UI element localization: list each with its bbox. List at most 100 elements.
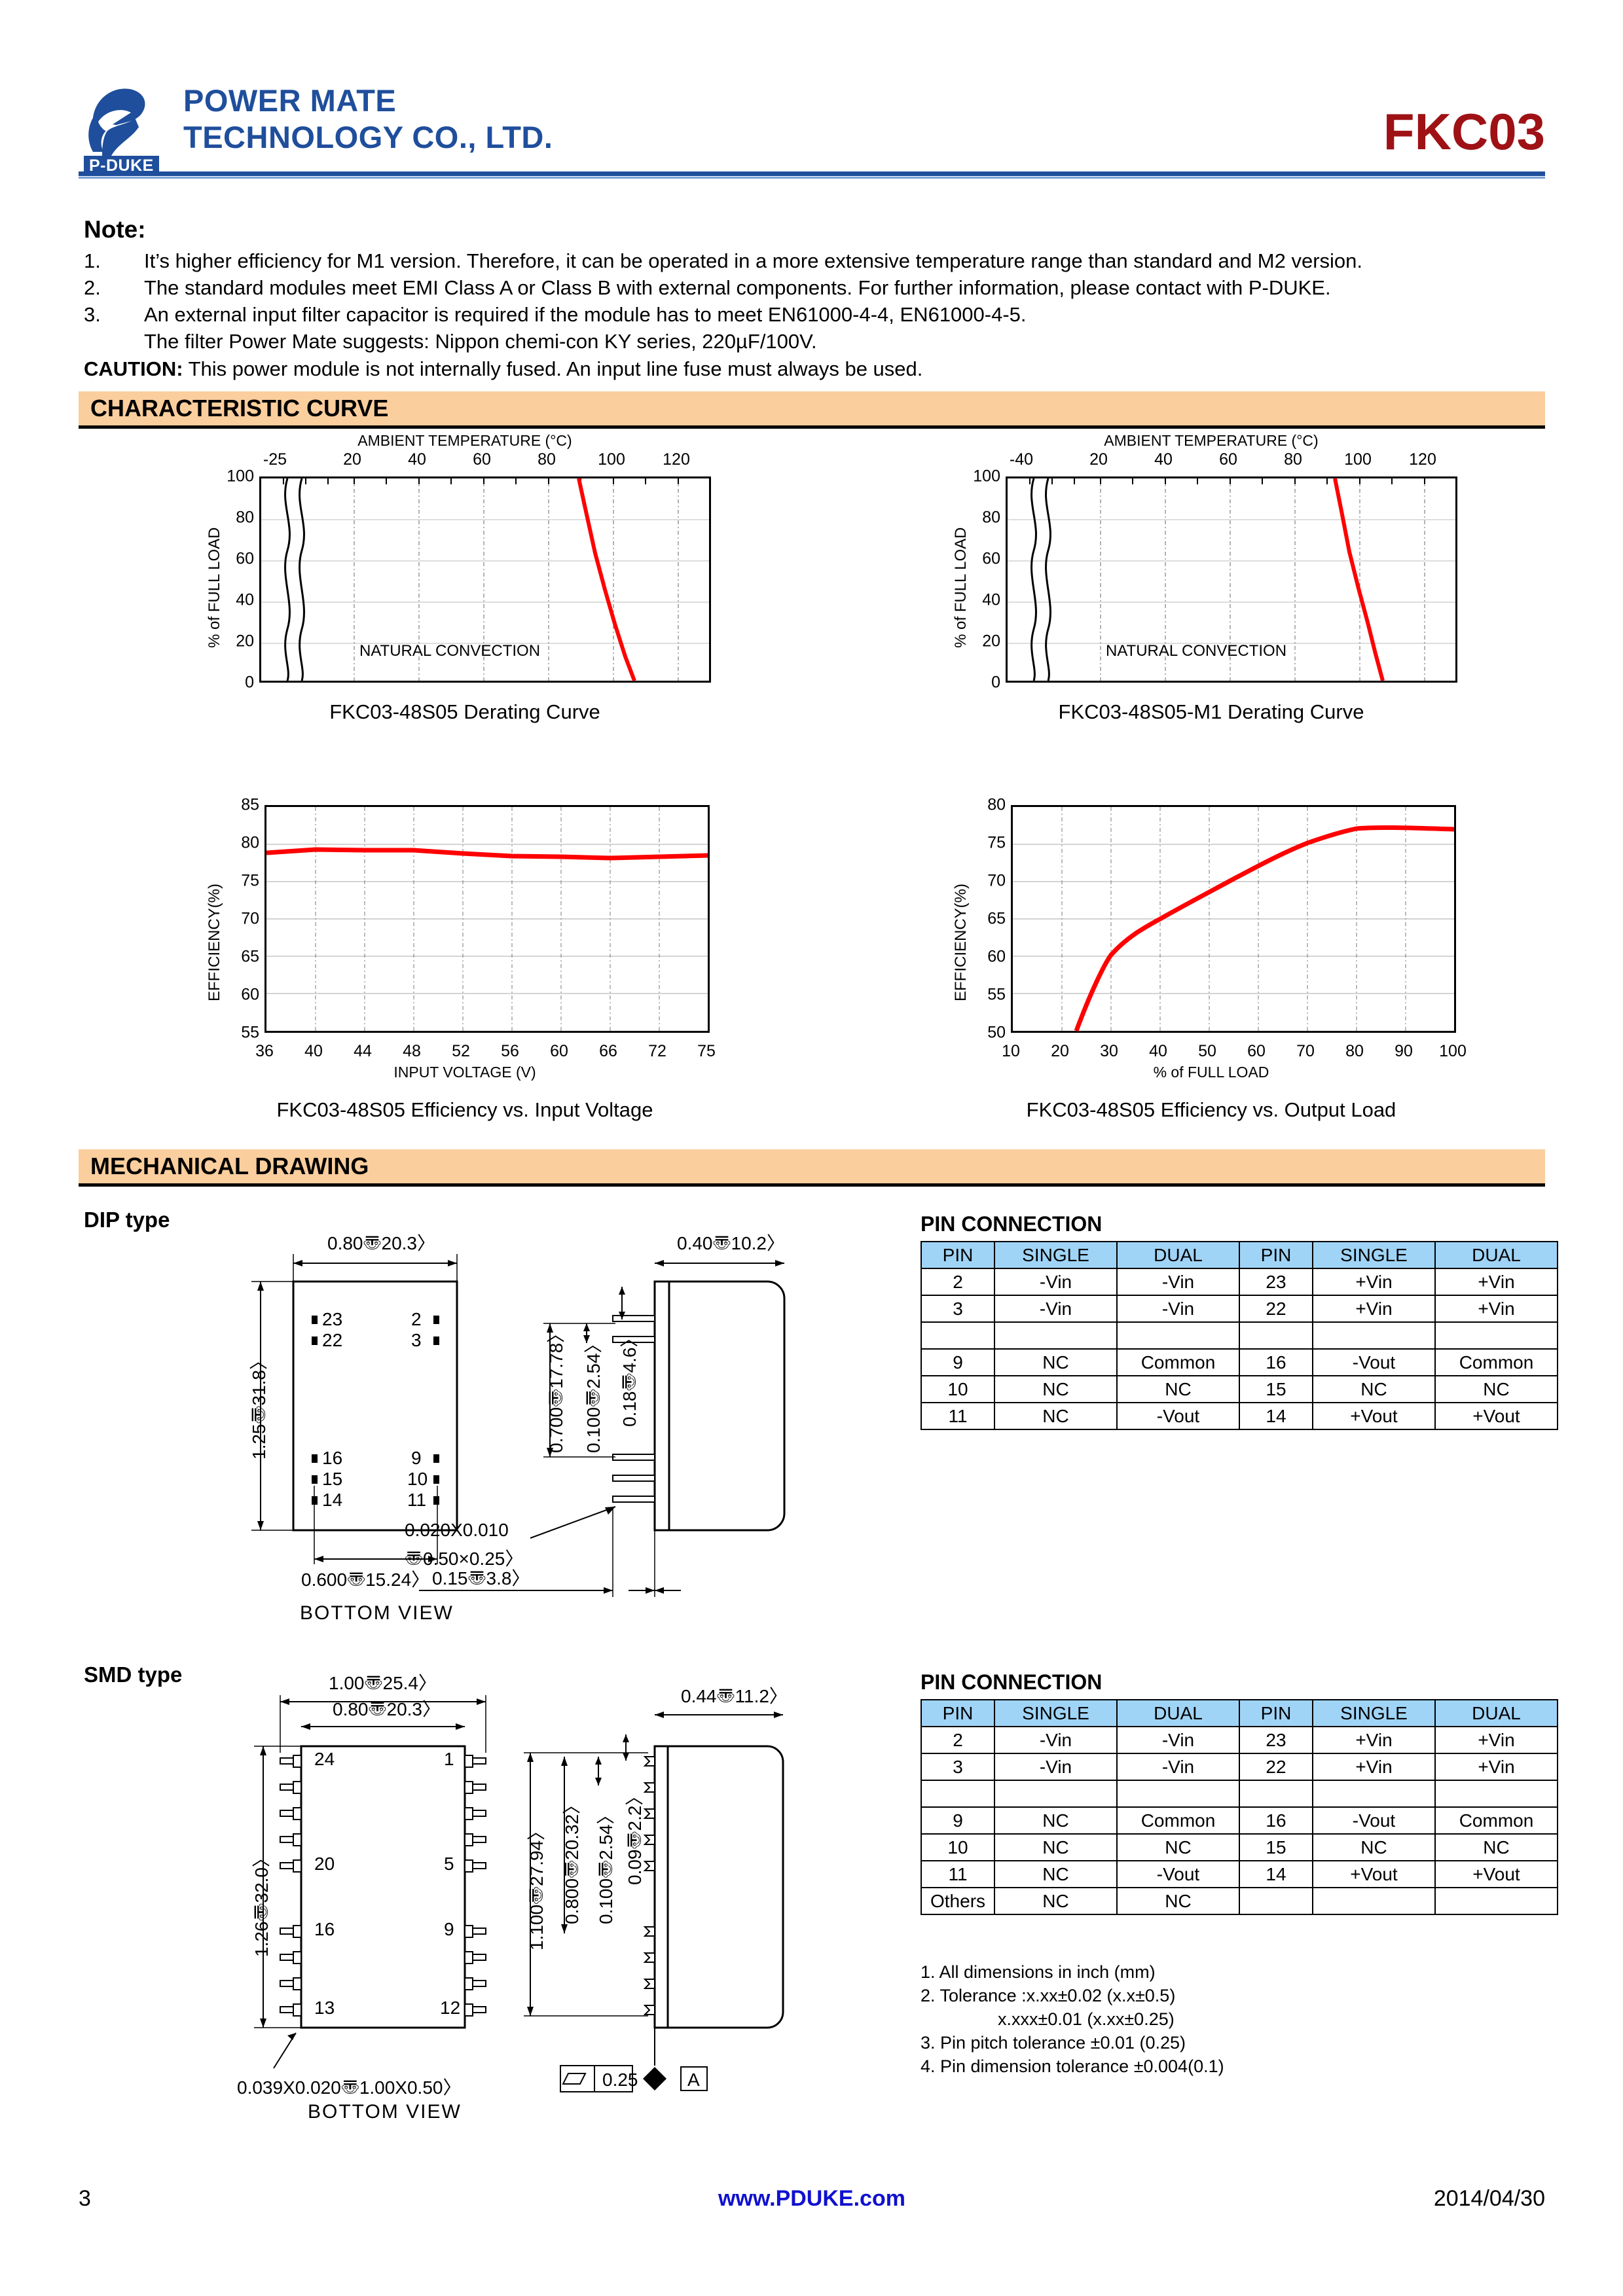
table-row-spacer	[921, 1780, 1558, 1808]
y-tick: 80	[241, 833, 259, 852]
smd-pin-connection-table: PIN SINGLE DUAL PIN SINGLE DUAL 2 -Vin -…	[921, 1699, 1558, 1915]
x-tick: 20	[1089, 450, 1108, 469]
y-tick: 100	[973, 467, 1000, 486]
table-row: 3 -Vin -Vin 22 +Vin +Vin	[921, 1295, 1558, 1323]
cell-single: +Vin	[1312, 1726, 1436, 1754]
website-link[interactable]: www.PDUKE.com	[718, 2186, 905, 2211]
smd-side-width-dimension: 0.44〠11.2〉	[681, 1686, 788, 1706]
x-tick: 100	[598, 450, 625, 469]
cell-dual: -Vin	[1116, 1726, 1240, 1754]
cell-single: NC	[1312, 1375, 1436, 1403]
note-number: 2.	[84, 276, 101, 299]
chart-caption: FKC03-48S05-M1 Derating Curve	[1058, 700, 1364, 723]
cell-pin: 14	[1239, 1402, 1313, 1430]
chart-derating-standard: AMBIENT TEMPERATURE (°C) -25 20 40 60 80…	[196, 432, 733, 726]
dip-pin-label: 9	[411, 1448, 422, 1468]
cell-single: -Vout	[1312, 1806, 1436, 1835]
x-tick: 60	[550, 1042, 568, 1060]
revision-date: 2014/04/30	[1433, 2186, 1545, 2211]
x-tick: 40	[304, 1042, 323, 1060]
mech-note-2-cont: x.xxx±0.01 (x.xx±0.25)	[998, 2009, 1175, 2029]
x-tick: 60	[1219, 450, 1237, 469]
cell-dual: Common	[1434, 1806, 1558, 1835]
y-tick: 60	[987, 947, 1006, 966]
cell-single: NC	[994, 1860, 1118, 1888]
smd-total-length-dimension: 1.100〠27.94〉	[526, 1821, 547, 1950]
company-name-line2: TECHNOLOGY CO., LTD.	[183, 120, 553, 154]
x-tick: 72	[648, 1042, 666, 1060]
cell-dual: Common	[1434, 1348, 1558, 1376]
y-tick: 75	[241, 871, 259, 890]
x-tick: 50	[1198, 1042, 1216, 1060]
x-tick: 120	[663, 450, 690, 469]
cell-dual: NC	[1116, 1833, 1240, 1861]
dip-pin-label: 10	[407, 1469, 428, 1489]
power-mate-logo-icon	[79, 84, 177, 169]
x-tick: -25	[263, 450, 287, 469]
smd-outer-width-dimension: 1.00〠25.4〉	[329, 1673, 437, 1693]
cell-single: NC	[994, 1402, 1118, 1430]
dip-bottom-view-label: BOTTOM VIEW	[300, 1602, 454, 1624]
dip-pin-label: 16	[322, 1448, 343, 1468]
dip-mechanical-drawing: 0.80〠20.3〉 1.25〠31.8〉 0.600〠15.24〉 0.40〠…	[223, 1224, 799, 1630]
cell-pin	[1239, 1321, 1313, 1350]
x-tick: 36	[255, 1042, 274, 1060]
cell-dual	[1116, 1780, 1240, 1808]
cell-pin: 11	[921, 1402, 995, 1430]
dip-width-dimension: 0.80〠20.3〉	[327, 1233, 435, 1253]
y-tick: 65	[241, 947, 259, 966]
x-tick: 40	[1154, 450, 1173, 469]
x-tick: -40	[1009, 450, 1034, 469]
column-header-pin: PIN	[1239, 1241, 1313, 1269]
y-tick: 65	[987, 909, 1006, 928]
column-header-dual: DUAL	[1116, 1241, 1240, 1269]
dip-pin-label: 15	[322, 1469, 343, 1489]
header-rule-secondary	[79, 177, 1545, 179]
x-tick: 20	[1051, 1042, 1069, 1060]
x-tick: 40	[1149, 1042, 1167, 1060]
cell-single: -Vin	[994, 1268, 1118, 1296]
company-name: POWER MATE TECHNOLOGY CO., LTD.	[183, 82, 553, 156]
x-tick: 75	[697, 1042, 716, 1060]
smd-pad-size-dimension: 0.039X0.020〠1.00X0.50〉	[237, 2077, 462, 2098]
smd-height-dimension: 1.26〠32.0〉	[251, 1849, 272, 1957]
mech-note-1: 1. All dimensions in inch (mm)	[921, 1962, 1156, 1982]
chart-xaxis-title: INPUT VOLTAGE (V)	[393, 1064, 536, 1081]
y-tick: 55	[241, 1023, 259, 1042]
smd-pin-label: 9	[444, 1919, 454, 1939]
chart-caption: FKC03-48S05 Derating Curve	[329, 700, 600, 723]
cell-pin	[921, 1321, 995, 1350]
smd-pin-span-dimension: 0.800〠20.32〉	[562, 1795, 582, 1924]
cell-single: NC	[994, 1887, 1118, 1915]
header-rule	[79, 171, 1545, 176]
x-tick: 60	[473, 450, 491, 469]
dip-pin-size-dimension-line2: 〠0.50×0.25〉	[405, 1549, 524, 1569]
cell-dual	[1434, 1887, 1558, 1915]
cell-single: -Vin	[994, 1726, 1118, 1754]
cell-single	[1312, 1321, 1436, 1350]
mech-note-3: 3. Pin pitch tolerance ±0.01 (0.25)	[921, 2033, 1186, 2053]
smd-pin-label: 20	[314, 1854, 335, 1874]
cell-pin: 9	[921, 1806, 995, 1835]
dip-pin-connection-table: PIN SINGLE DUAL PIN SINGLE DUAL 2 -Vin -…	[921, 1241, 1558, 1430]
column-header-single: SINGLE	[1312, 1241, 1436, 1269]
y-tick: 40	[236, 590, 254, 609]
cell-dual	[1434, 1321, 1558, 1350]
cell-pin: 3	[921, 1753, 995, 1781]
table-row: 11 NC -Vout 14 +Vout +Vout	[921, 1860, 1558, 1888]
x-tick: 80	[1345, 1042, 1364, 1060]
note-sub-line: The filter Power Mate suggests: Nippon c…	[144, 330, 817, 353]
chart-caption: FKC03-48S05 Efficiency vs. Input Voltage	[276, 1098, 653, 1121]
cell-pin: 15	[1239, 1375, 1313, 1403]
dip-pin-span-dimension: 0.700〠17.78〉	[546, 1324, 566, 1453]
smd-flatness-value: 0.25	[602, 2070, 638, 2090]
x-tick: 120	[1409, 450, 1436, 469]
note-number: 1.	[84, 249, 101, 272]
y-tick: 60	[236, 549, 254, 568]
table-row-spacer	[921, 1321, 1558, 1350]
mech-note-4: 4. Pin dimension tolerance ±0.004(0.1)	[921, 2056, 1224, 2076]
smd-pin-label: 24	[314, 1749, 335, 1769]
note-item: 1. It’s higher efficiency for M1 version…	[84, 247, 1563, 274]
y-tick: 60	[241, 985, 259, 1004]
cell-pin: 11	[921, 1860, 995, 1888]
